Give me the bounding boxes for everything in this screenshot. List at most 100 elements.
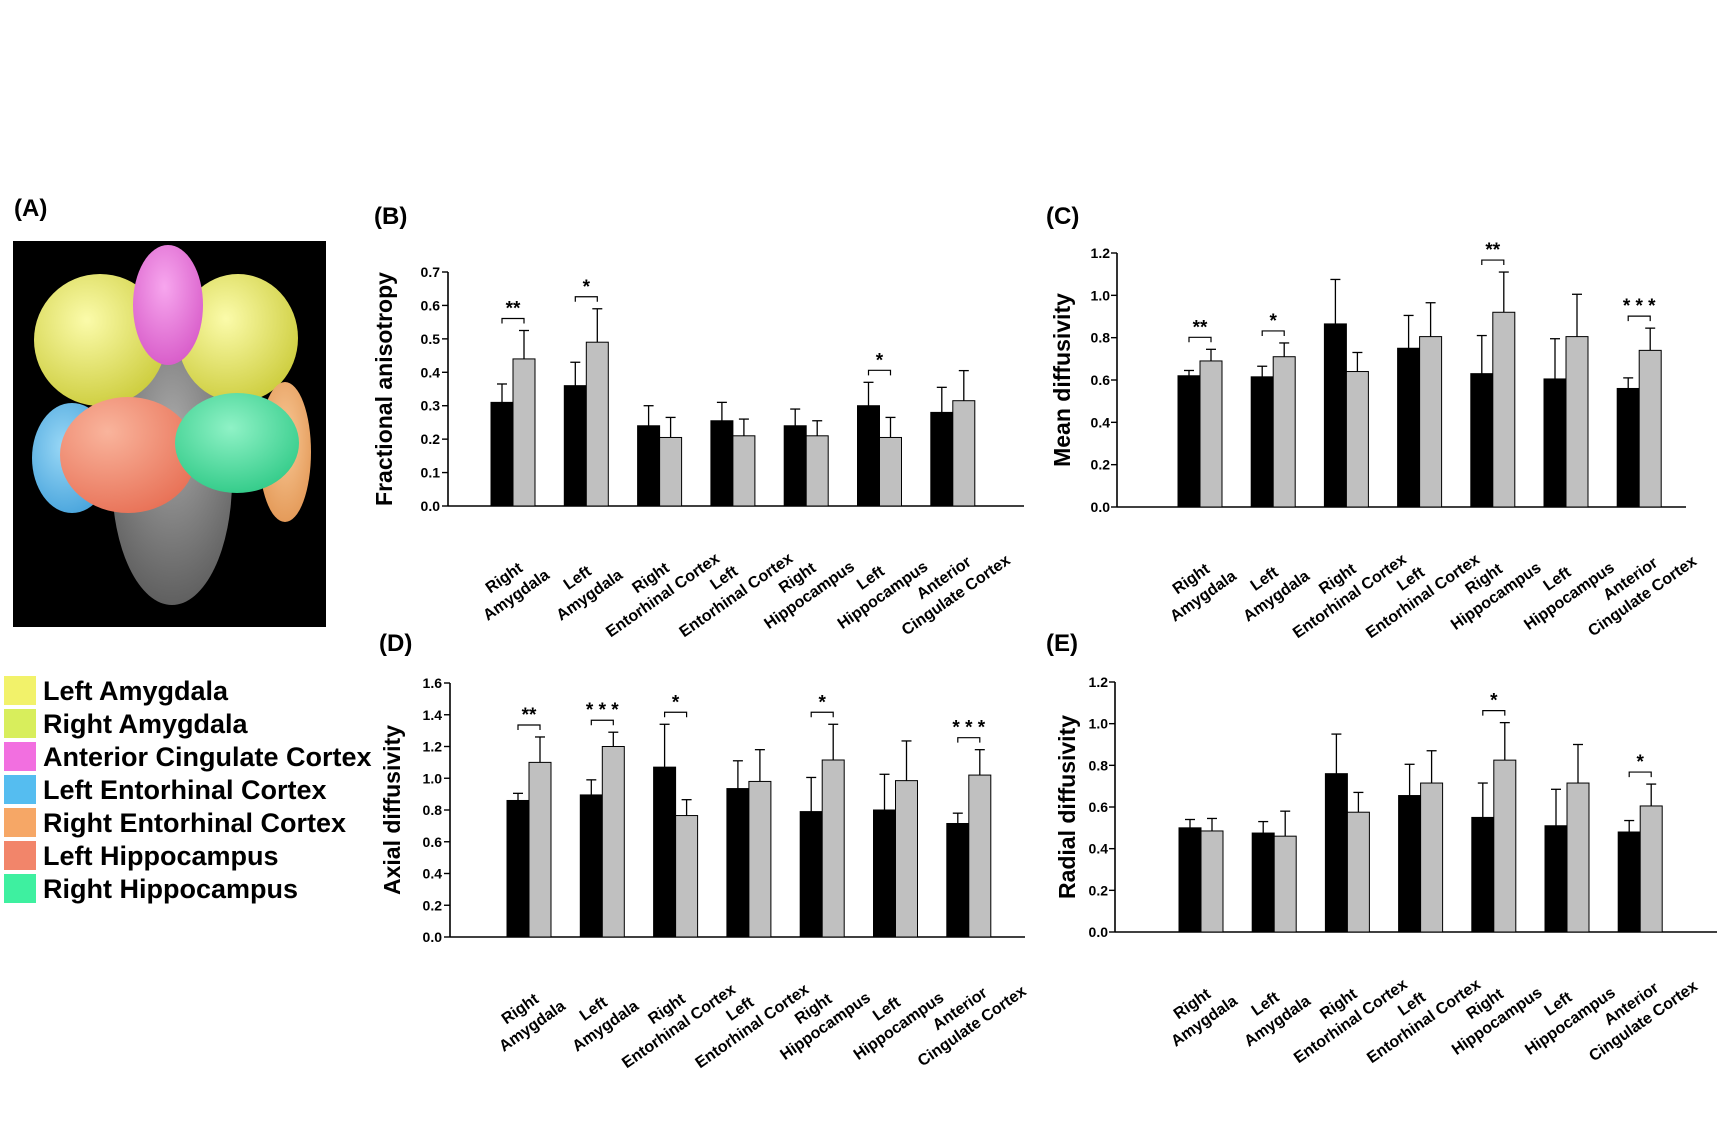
- brain-image: [13, 241, 326, 627]
- y-tick-label: 1.0: [1091, 287, 1111, 303]
- y-tick-label: 0.2: [421, 431, 441, 447]
- y-tick-label: 0.6: [1091, 372, 1111, 388]
- bar-group1: [1616, 387, 1640, 508]
- legend-label-left-entorhinal-cortex: Left Entorhinal Cortex: [43, 775, 327, 805]
- y-axis-title: Fractional anisotropy: [371, 272, 397, 506]
- bar-group1: [873, 809, 896, 938]
- bar-group2: [895, 780, 918, 938]
- y-tick-label: 1.0: [423, 770, 443, 786]
- bar-group1: [1397, 347, 1421, 508]
- bar-group1: [783, 425, 807, 507]
- bar-group1: [563, 385, 587, 507]
- legend-swatch-left-hippocampus: [4, 841, 36, 870]
- y-tick-label: 0.3: [421, 398, 441, 414]
- y-tick-label: 0.8: [1091, 330, 1111, 346]
- bar-group1: [1544, 825, 1568, 933]
- panel-label-a: (A): [14, 195, 47, 222]
- y-tick-label: 0.0: [423, 929, 443, 945]
- significance-bracket: [590, 719, 614, 726]
- significance-marker: *: [672, 692, 680, 713]
- y-tick-label: 1.2: [1089, 674, 1109, 690]
- y-tick-label: 0.0: [421, 498, 441, 514]
- significance-bracket: [1481, 259, 1505, 266]
- bar-group1: [1471, 816, 1495, 933]
- legend-label-left-hippocampus: Left Hippocampus: [43, 841, 279, 871]
- bar-group1: [1323, 323, 1347, 508]
- y-axis-title: Axial diffusivity: [379, 725, 405, 895]
- significance-marker: **: [1485, 240, 1500, 261]
- anterior-cingulate-shape: [133, 245, 203, 365]
- bar-group1: [799, 811, 823, 938]
- y-tick-label: 0.2: [1089, 882, 1109, 898]
- bar-group1: [1251, 832, 1275, 933]
- significance-bracket: [664, 711, 688, 718]
- y-tick-label: 1.2: [423, 739, 443, 755]
- y-tick-label: 0.0: [1089, 924, 1109, 940]
- significance-bracket: [957, 737, 981, 743]
- significance-bracket: [1627, 315, 1651, 322]
- bar-group2: [1565, 336, 1589, 508]
- y-tick-label: 0.4: [1091, 414, 1111, 430]
- bar-group1: [710, 420, 734, 507]
- y-tick-label: 1.4: [423, 707, 443, 723]
- bar-group1: [490, 401, 514, 507]
- left-amygdala-shape: [34, 274, 166, 406]
- significance-bracket: [1628, 771, 1652, 778]
- significance-bracket: [867, 369, 892, 376]
- bar-group1: [1178, 827, 1202, 933]
- bar-group2: [675, 815, 699, 938]
- bar-group2: [659, 436, 683, 507]
- y-tick-label: 0.6: [423, 834, 443, 850]
- bar-group2: [1345, 371, 1369, 508]
- bar-group1: [726, 788, 750, 938]
- significance-bracket: [1482, 710, 1506, 716]
- bar-group1: [579, 794, 603, 938]
- legend-label-anterior-cingulate-cortex: Anterior Cingulate Cortex: [43, 742, 372, 772]
- panel-label-c: (C): [1046, 203, 1079, 230]
- bar-group2: [1566, 782, 1590, 933]
- bar-group2: [528, 761, 552, 938]
- bar-group2: [732, 435, 756, 507]
- y-tick-label: 0.2: [423, 897, 443, 913]
- y-tick-label: 0.4: [1089, 841, 1109, 857]
- bar-group2: [1493, 759, 1517, 933]
- panel-label-e: (E): [1046, 630, 1078, 657]
- bar-group2: [1492, 311, 1516, 508]
- bar-group1: [637, 425, 661, 507]
- bar-group1: [1543, 378, 1567, 508]
- significance-bracket: [810, 711, 834, 718]
- y-tick-label: 0.4: [421, 364, 441, 380]
- significance-marker: **: [522, 705, 537, 726]
- significance-marker: *: [1490, 691, 1498, 712]
- legend-swatch-right-entorhinal-cortex: [4, 808, 36, 837]
- significance-marker: **: [506, 299, 521, 320]
- y-tick-label: 0.5: [421, 331, 441, 347]
- y-tick-label: 1.0: [1089, 716, 1109, 732]
- bar-group2: [585, 341, 609, 507]
- bar-group2: [601, 746, 625, 938]
- bar-group2: [805, 435, 829, 507]
- bar-group1: [1470, 373, 1494, 508]
- bar-group1: [946, 822, 970, 938]
- bar-group2: [1272, 356, 1296, 508]
- y-tick-label: 0.8: [1089, 757, 1109, 773]
- bar-group2: [1419, 336, 1443, 508]
- bar-group2: [1200, 830, 1224, 933]
- bar-group2: [968, 774, 992, 938]
- legend-swatch-anterior-cingulate-cortex: [4, 742, 36, 771]
- significance-marker: * * *: [952, 718, 985, 739]
- bar-group2: [748, 780, 772, 938]
- legend-swatch-right-hippocampus: [4, 874, 36, 903]
- bar-group1: [506, 799, 530, 938]
- y-tick-label: 1.2: [1091, 245, 1111, 261]
- significance-bracket: [1188, 336, 1212, 343]
- legend: Left Amygdala Right Amygdala Anterior Ci…: [4, 676, 372, 904]
- bar-group1: [1617, 831, 1641, 933]
- y-axis-title: Radial diffusivity: [1054, 715, 1080, 899]
- bar-group2: [952, 400, 976, 507]
- legend-label-right-amygdala: Right Amygdala: [43, 709, 249, 739]
- y-tick-label: 0.8: [423, 802, 443, 818]
- bar-group1: [1398, 795, 1422, 933]
- legend-swatch-left-amygdala: [4, 676, 36, 705]
